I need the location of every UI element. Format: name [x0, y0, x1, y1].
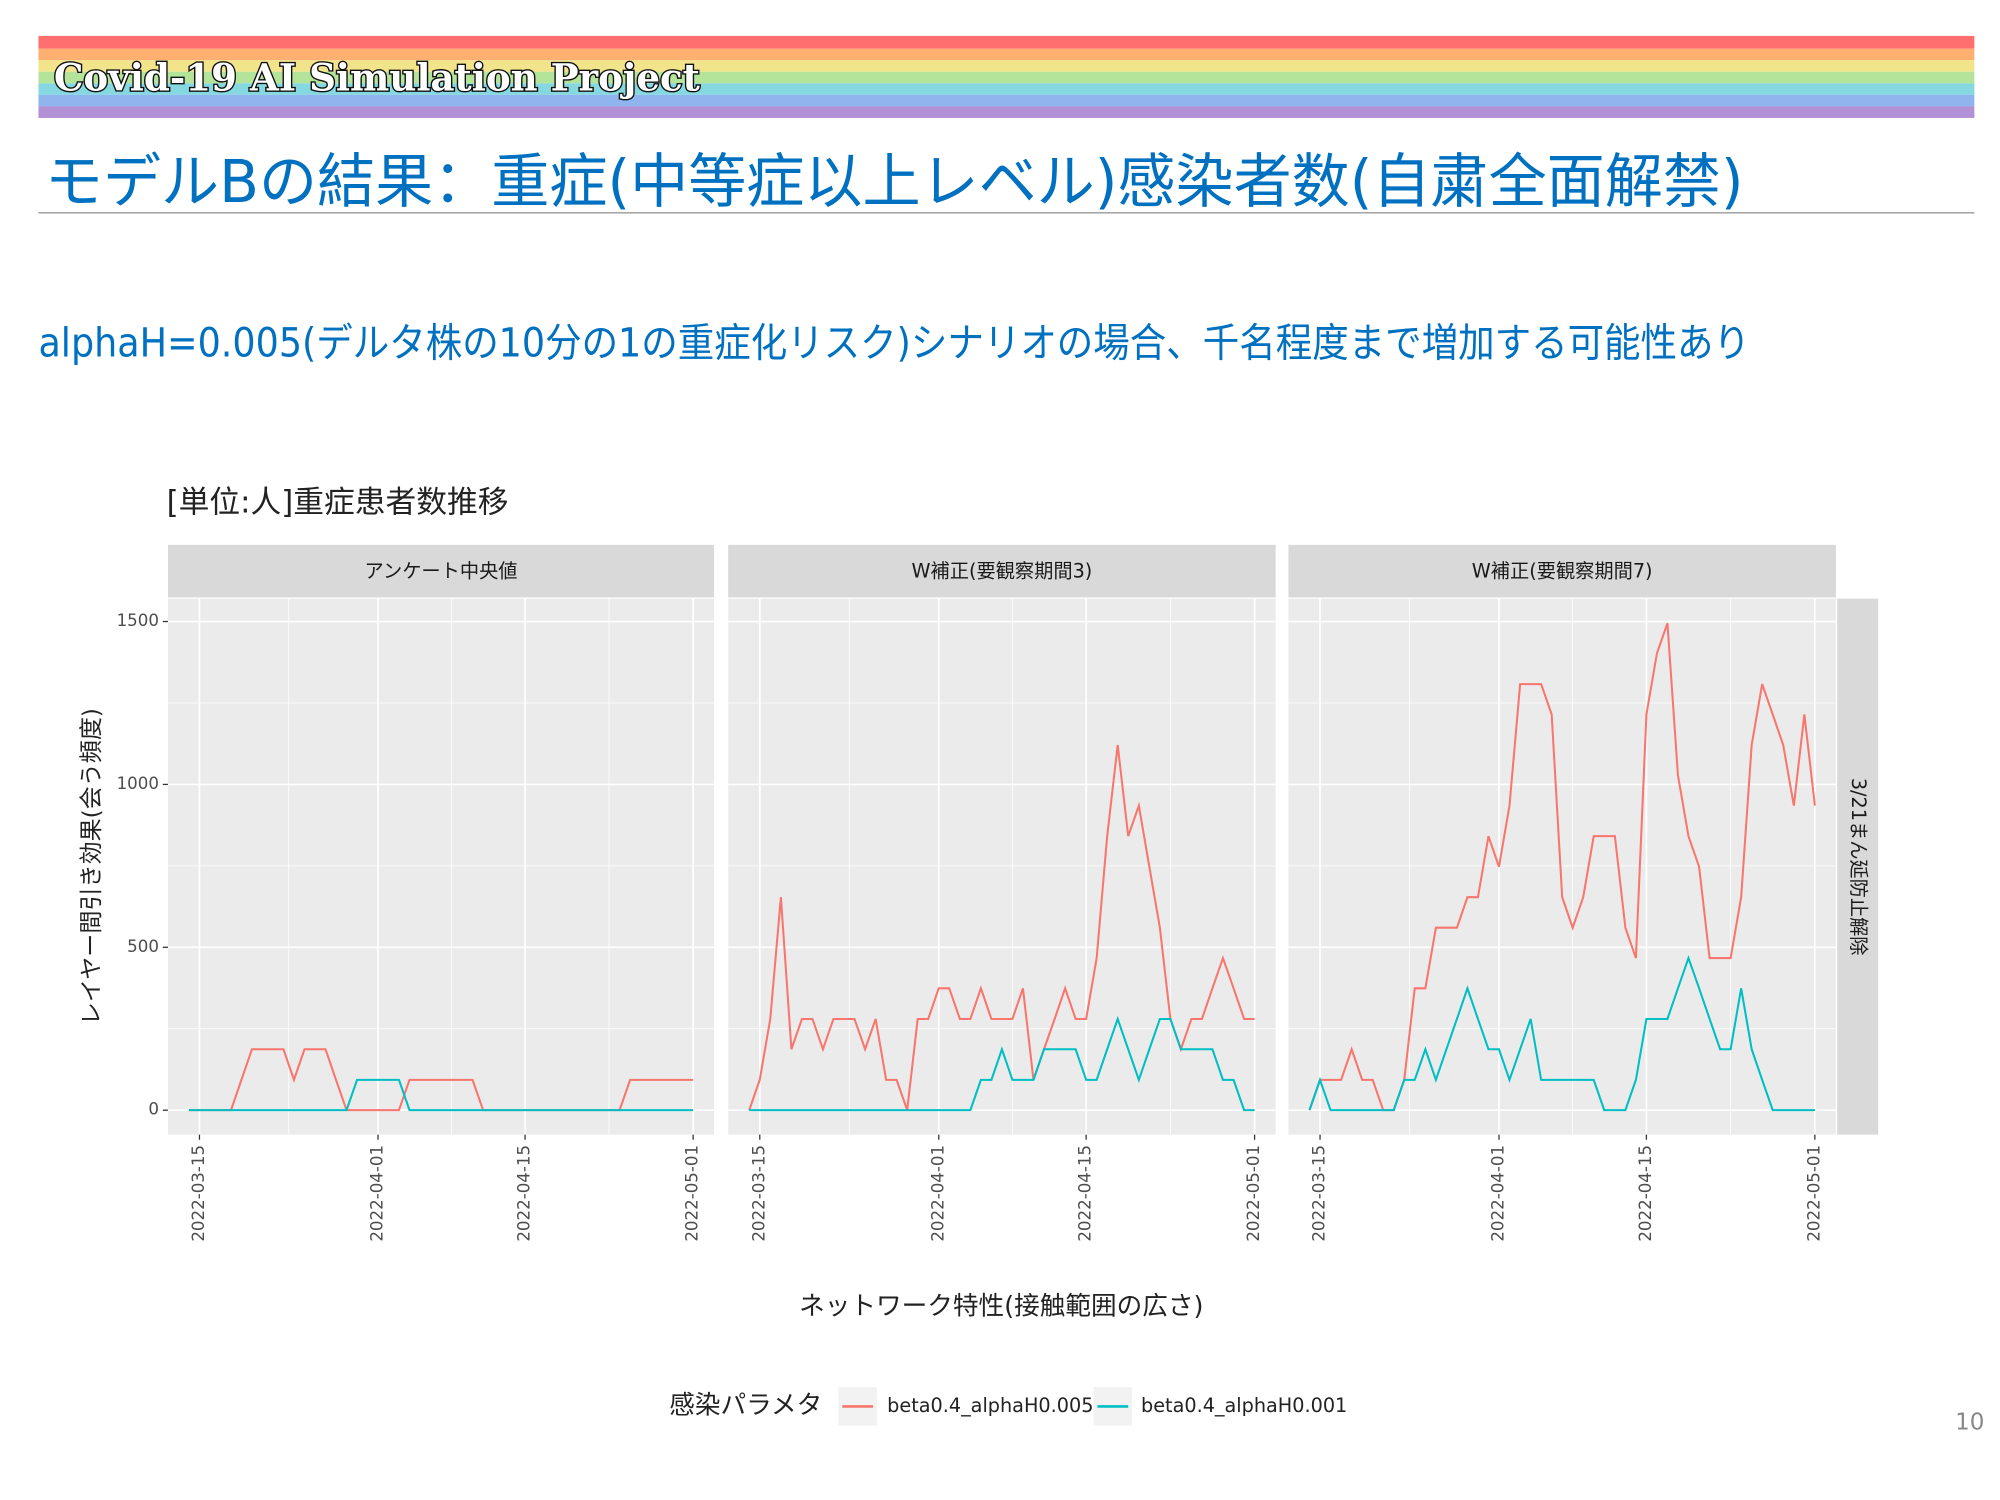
x-tick-label: 2022-03-15	[749, 1145, 768, 1242]
legend-label: beta0.4_alphaH0.005	[887, 1394, 1093, 1417]
page-number: 10	[1955, 1410, 1984, 1436]
facet-label: アンケート中央値	[365, 559, 518, 582]
series-line	[749, 1015, 1255, 1112]
panel-background	[1288, 598, 1836, 1135]
x-tick-label: 2022-04-15	[515, 1145, 534, 1242]
x-tick-label: 2022-04-01	[368, 1145, 387, 1242]
facet-label: W補正(要観察期間7)	[1472, 559, 1653, 582]
subtitle: alphaH=0.005(デルタ株の10分の1の重症化リスク)シナリオの場合、千…	[38, 321, 1750, 367]
facet-label: W補正(要観察期間3)	[912, 559, 1093, 582]
series-line	[188, 1078, 694, 1112]
x-tick-label: 2022-04-15	[1636, 1145, 1655, 1242]
x-axis-label: ネットワーク特性(接触範囲の広さ)	[799, 1292, 1203, 1322]
x-tick-label: 2022-05-01	[683, 1145, 702, 1242]
facet-row-label: 3/21まん延防止解除	[1847, 778, 1870, 956]
legend-label: beta0.4_alphaH0.001	[1141, 1394, 1347, 1417]
y-tick-label: 1500	[117, 611, 159, 630]
legend-title: 感染パラメタ	[669, 1390, 822, 1420]
facet-strip	[167, 544, 715, 598]
x-tick-label: 2022-04-01	[1489, 1145, 1508, 1242]
panel-background	[167, 598, 715, 1135]
slide-title: モデルBの結果：重症(中等症以上レベル)感染者数(自粛全面解禁)	[45, 147, 1744, 216]
y-tick-label: 0	[148, 1100, 159, 1119]
plots: アンケート中央値 0 500 1000 1500 2022-03-15 2022-04-01…	[117, 544, 1836, 1426]
x-tick-label: 2022-03-15	[1310, 1145, 1329, 1242]
facet-strip	[1288, 544, 1836, 598]
series-line	[1308, 954, 1815, 1112]
chart-title: [単位:人]重症患者数推移	[167, 484, 509, 520]
x-tick-label: 2022-03-15	[189, 1145, 208, 1242]
y-axis-label: レイヤー間引き効果(会う頻度)	[79, 708, 105, 1025]
panel-background	[728, 598, 1276, 1135]
y-tick-label: 500	[127, 937, 159, 956]
rainbow-band	[38, 35, 1975, 118]
banner: Covid-19 AI Simulation Project	[54, 55, 700, 99]
facet-row-strip	[1837, 598, 1879, 1135]
facet-strip	[728, 544, 1276, 598]
x-tick-label: 2022-04-15	[1076, 1145, 1095, 1242]
x-tick-label: 2022-05-01	[1244, 1145, 1263, 1242]
x-tick-label: 2022-04-01	[928, 1145, 947, 1242]
y-tick-label: 1000	[117, 774, 159, 793]
x-tick-label: 2022-05-01	[1804, 1145, 1823, 1242]
